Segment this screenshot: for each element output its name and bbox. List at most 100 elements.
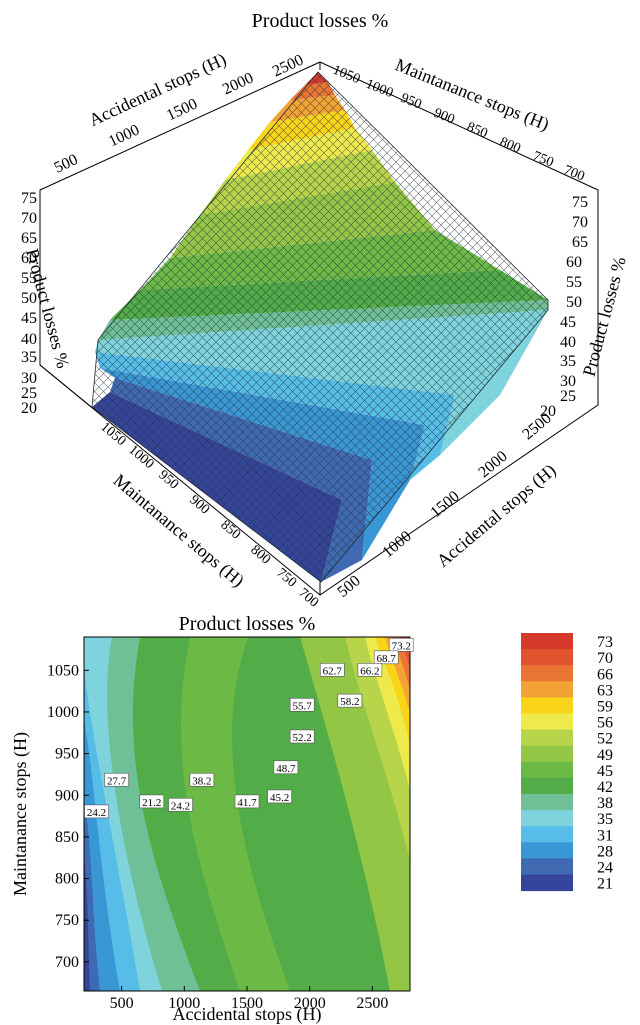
contour-label-text: 48.7 — [276, 763, 296, 775]
legend-swatch — [521, 761, 573, 779]
y-tick-label: 850 — [55, 829, 79, 846]
surface-z-right-tick: 45 — [560, 314, 576, 331]
legend-swatch — [521, 826, 573, 843]
surface-z-left-ticks: 20 25 30 35 40 45 50 55 60 65 70 75 — [21, 190, 37, 417]
surface-x-back-tick: 500 — [52, 151, 81, 177]
legend-swatch — [521, 665, 573, 682]
legend-level-label: 56 — [597, 715, 613, 732]
surface-z-left-tick: 40 — [21, 331, 37, 348]
contour-label: 45.2 — [267, 789, 292, 804]
contour-label-text: 73.2 — [392, 640, 411, 652]
surface-y-back-tick: 850 — [465, 120, 490, 142]
legend-level-label: 52 — [597, 731, 613, 748]
surface-x-back-tick: 1500 — [164, 95, 200, 124]
y-tick-label: 900 — [55, 787, 79, 804]
x-tick-label: 1000 — [168, 995, 200, 1012]
x-tick-label: 2500 — [356, 995, 388, 1012]
x-tick-label: 500 — [110, 995, 134, 1012]
contour-label-text: 41.7 — [237, 797, 257, 809]
y-tick-label: 800 — [55, 871, 79, 888]
y-tick-label: 1000 — [47, 704, 79, 721]
contour-label: 52.2 — [289, 729, 315, 744]
surface-z-left-tick: 60 — [21, 250, 37, 267]
legend-swatch — [521, 633, 573, 650]
x-tick-label: 2000 — [294, 995, 326, 1012]
surface-x-front-tick: 500 — [334, 572, 363, 600]
contour-label-text: 66.2 — [360, 665, 379, 677]
surface-y-back-tick: 1000 — [364, 77, 396, 101]
legend-swatch — [521, 810, 573, 827]
surface-wireframe — [91, 71, 549, 583]
contour-label-box — [388, 638, 414, 652]
legend-level-label: 31 — [597, 827, 613, 844]
contour-label-box — [319, 663, 345, 677]
surface-z-left-tick: 30 — [21, 370, 37, 387]
contour-label: 21.2 — [139, 794, 165, 809]
legend-swatch — [521, 681, 573, 698]
legend-level-label: 59 — [597, 698, 613, 715]
contour-label: 48.7 — [273, 760, 299, 775]
contour-label-box — [139, 794, 165, 809]
contour-label-box — [234, 794, 260, 809]
y-tick-label: 700 — [55, 954, 79, 971]
contour-label-text: 45.2 — [270, 792, 289, 804]
contour-label: 73.2 — [388, 638, 414, 652]
contour-label-box — [337, 693, 363, 708]
surface-z-left-tick: 50 — [21, 290, 37, 307]
surface-z-right-tick: 30 — [560, 373, 576, 390]
surface-y-back-tick: 800 — [498, 135, 523, 157]
contour-label-box — [273, 760, 299, 775]
surface-z-right-tick: 25 — [560, 388, 576, 405]
surface-z-left-tick: 35 — [21, 349, 37, 366]
surface-plot: Product losses % — [21, 10, 630, 611]
surface-y-front-tick: 800 — [247, 543, 273, 568]
surface-z-right-tick: 65 — [572, 234, 588, 251]
contour-labels: 73.268.766.2 62.7 58.2 55.7 52.2 48.7 45.2 41.7… — [84, 638, 414, 819]
surface-y-back-tick: 950 — [399, 91, 424, 113]
surface-z-right-tick: 70 — [572, 214, 588, 231]
surface-z-right-label: Product losses % — [579, 254, 630, 378]
contour-label-text: 21.2 — [142, 797, 161, 809]
contour-label: 38.2 — [189, 772, 215, 787]
surface-z-right-ticks: 20 25 30 35 40 45 50 55 60 65 70 75 — [540, 194, 588, 420]
x-tick-label: 1500 — [231, 995, 263, 1012]
contour-label-text: 27.7 — [107, 775, 127, 787]
surface-y-back-tick: 900 — [432, 106, 457, 128]
contour-label-text: 62.7 — [323, 665, 343, 677]
contour-label-text: 24.2 — [87, 807, 106, 819]
contour-label: 24.2 — [168, 797, 193, 812]
surface-x-front-tick: 1000 — [379, 528, 414, 562]
contour-label: 24.2 — [84, 804, 109, 819]
legend-level-label: 70 — [597, 650, 613, 667]
legend-swatch — [521, 697, 573, 714]
contour-label-text: 52.2 — [293, 732, 312, 744]
contour-label-box — [267, 789, 292, 804]
surface-y-front-tick: 700 — [295, 586, 321, 611]
legend-swatch — [521, 745, 573, 763]
contour-label-box — [289, 729, 315, 744]
contour-label: 58.2 — [337, 693, 363, 708]
contour-label-text: 38.2 — [192, 775, 211, 787]
contour-y-ticks: 700 750 800 850 900 950 1000 1050 — [47, 662, 89, 971]
legend-level-label: 24 — [597, 859, 613, 876]
y-tick-label: 1050 — [47, 662, 79, 679]
surface-title: Product losses % — [252, 10, 389, 32]
surface-y-front-tick: 850 — [217, 518, 243, 543]
legend-level-label: 28 — [597, 843, 613, 860]
surface-z-left-tick: 65 — [21, 230, 37, 247]
legend-level-label: 45 — [597, 763, 613, 780]
contour-xlabel: Accidental stops (H) — [173, 1004, 322, 1025]
legend-swatch — [521, 858, 573, 875]
contour-label-text: 24.2 — [171, 800, 190, 812]
surface-z-right-tick: 60 — [566, 254, 582, 271]
contour-ylabel: Maintanance stops (H) — [10, 732, 31, 896]
contour-label: 62.7 — [319, 663, 345, 677]
surface-z-right-tick: 55 — [566, 274, 582, 291]
legend-level-label: 66 — [597, 666, 613, 683]
legend-level-label: 42 — [597, 779, 613, 796]
legend-swatch — [521, 794, 573, 811]
legend-level-label: 38 — [597, 795, 613, 812]
legend-swatch — [521, 842, 573, 859]
